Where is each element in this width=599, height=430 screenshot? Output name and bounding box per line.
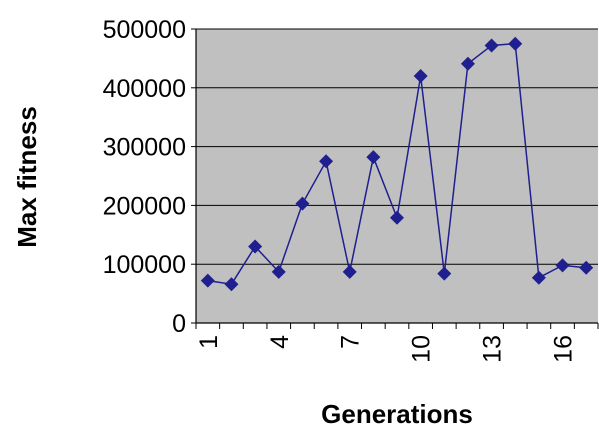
data-markers (200, 36, 594, 292)
x-tick-label: 7 (337, 335, 365, 349)
x-tick-label: 10 (408, 335, 436, 363)
data-point (484, 38, 499, 53)
data-point (271, 264, 286, 279)
data-point (366, 150, 381, 165)
x-tick-label: 13 (479, 335, 507, 363)
data-point (200, 273, 215, 288)
data-point (508, 36, 523, 51)
y-tick-label: 200000 (103, 192, 186, 220)
plot-area (196, 29, 598, 323)
data-point (579, 260, 594, 275)
x-tick-label: 16 (550, 335, 578, 363)
gridlines (196, 28, 598, 265)
data-point (413, 69, 428, 84)
x-tick-labels: 1 4 7 10 13 16 (195, 335, 578, 363)
data-point (555, 258, 570, 273)
y-tick-label: 100000 (103, 251, 186, 279)
data-point (437, 266, 452, 281)
data-point (342, 264, 357, 279)
y-tick-label: 500000 (103, 16, 186, 44)
data-point (295, 196, 310, 211)
axes (191, 28, 599, 329)
data-point (531, 270, 546, 285)
y-axis-title: Max fitness (12, 106, 42, 248)
data-point (224, 277, 239, 292)
x-axis-title: Generations (321, 399, 473, 429)
y-tick-label: 300000 (103, 134, 186, 162)
data-point (319, 154, 334, 169)
data-point (460, 56, 475, 71)
data-point (248, 239, 263, 254)
y-tick-labels: 0 100000 200000 300000 400000 500000 (103, 16, 186, 338)
x-tick-label: 4 (266, 335, 294, 349)
y-tick-label: 400000 (103, 75, 186, 103)
data-point (390, 210, 404, 225)
y-tick-label: 0 (172, 310, 186, 338)
x-tick-label: 1 (195, 335, 223, 349)
